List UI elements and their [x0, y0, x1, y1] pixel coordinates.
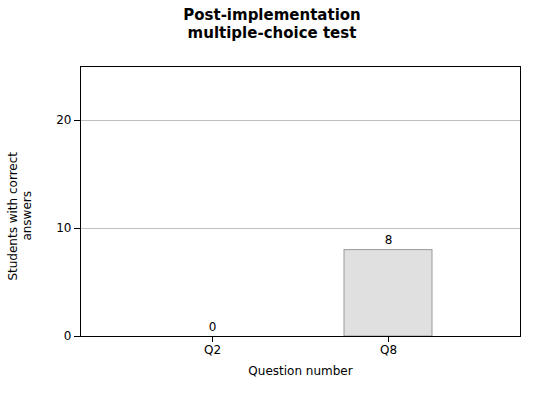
svg-text:Q2: Q2	[204, 343, 221, 357]
html-text:Students with correct answers: Students with correct answers	[5, 151, 34, 281]
svg-text:0: 0	[64, 329, 72, 343]
html-text:Post-implementation multiple-c: Post-implementation multiple-choice test	[183, 6, 361, 42]
svg-text:Q8: Q8	[380, 343, 397, 357]
svg-text:0: 0	[209, 320, 217, 334]
svg-text:8: 8	[385, 233, 393, 247]
svg-text:10: 10	[56, 221, 71, 235]
svg-text:20: 20	[56, 113, 71, 127]
svg-text:Question number: Question number	[248, 364, 352, 378]
